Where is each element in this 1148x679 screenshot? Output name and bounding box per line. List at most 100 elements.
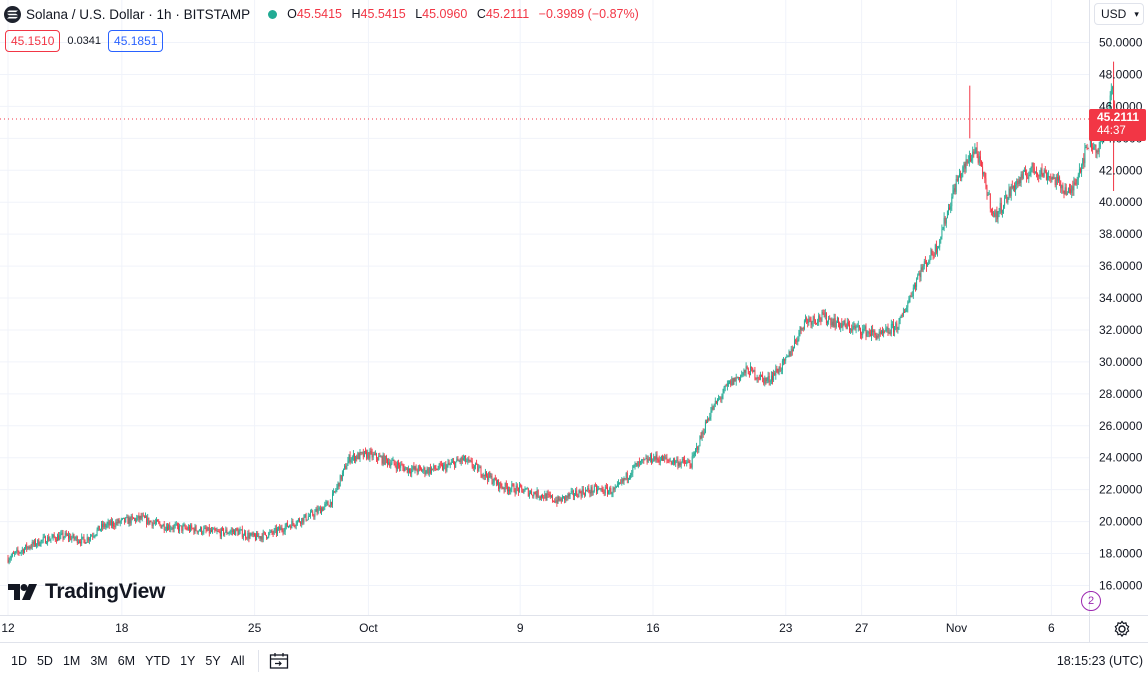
solana-icon	[4, 5, 21, 23]
candle-body	[425, 472, 427, 474]
range-1y-button[interactable]: 1Y	[180, 654, 196, 668]
sell-price-button[interactable]: 45.1510	[5, 30, 61, 52]
candle-body	[911, 295, 913, 297]
candle-body	[913, 284, 915, 288]
candle-body	[460, 457, 462, 462]
candle-body	[334, 491, 336, 493]
candle-body	[622, 479, 624, 482]
range-1m-button[interactable]: 1M	[62, 654, 81, 668]
candle-body	[762, 375, 764, 378]
candle-body	[954, 188, 956, 192]
price-chart[interactable]: 16.0000 18.0000 20.0000 22.0000 24.0000 26.00…	[0, 0, 1148, 642]
candle-body	[1075, 183, 1077, 185]
candle-body	[559, 498, 561, 501]
candle-body	[87, 537, 89, 541]
buy-price-button[interactable]: 45.1851	[108, 30, 164, 52]
candle-body	[370, 450, 372, 452]
candle-body	[995, 211, 997, 217]
range-3m-button[interactable]: 3M	[90, 654, 108, 668]
candle-body	[788, 351, 790, 357]
candle-body	[934, 244, 936, 256]
candle-body	[260, 536, 262, 539]
candle-body	[583, 493, 585, 496]
change-value: −0.3989 (−0.87%)	[538, 7, 639, 21]
candle-body	[850, 328, 852, 330]
candle-body	[480, 467, 482, 476]
range-all-button[interactable]: All	[230, 654, 245, 668]
candle-body	[712, 407, 714, 410]
candle-body	[150, 520, 152, 523]
candle-body	[220, 528, 222, 537]
candle-body	[926, 262, 927, 267]
x-tick-label: 9	[517, 621, 524, 635]
candle-body	[499, 482, 501, 489]
candle-body	[723, 387, 725, 394]
candle-body	[50, 538, 52, 540]
candle-body	[524, 489, 526, 492]
candle-body	[971, 158, 973, 162]
candle-body	[241, 529, 243, 538]
candle-body	[537, 490, 539, 498]
y-tick-label: 16.0000	[1099, 579, 1143, 593]
symbol-title[interactable]: Solana / U.S. Dollar · 1h · BITSTAMP	[26, 6, 251, 22]
candle-body	[374, 453, 376, 455]
gear-icon[interactable]	[1113, 620, 1131, 638]
candle-body	[156, 519, 157, 523]
candle-body	[283, 531, 285, 533]
candle-body	[556, 500, 558, 504]
range-5d-button[interactable]: 5D	[36, 654, 53, 668]
candle-body	[743, 370, 745, 373]
candle-body	[426, 468, 428, 473]
candle-body	[532, 494, 534, 497]
candle-body	[1034, 171, 1036, 174]
candle-body	[646, 458, 648, 463]
candle-body	[1083, 158, 1085, 164]
candle-body	[239, 530, 241, 532]
candle-body	[932, 254, 934, 256]
candle-body	[296, 520, 298, 525]
candle-body	[753, 370, 755, 372]
goto-date-button[interactable]	[265, 648, 293, 674]
candle-body	[255, 536, 256, 540]
candle-body	[382, 454, 384, 464]
candle-body	[1066, 192, 1068, 195]
candle-body	[574, 495, 575, 497]
candle-body	[873, 330, 875, 333]
candle-body	[329, 501, 331, 507]
candle-body	[65, 532, 67, 536]
candle-body	[367, 452, 369, 459]
candle-body	[938, 247, 940, 249]
currency-select[interactable]: USD ▾	[1094, 3, 1144, 25]
candle-body	[564, 496, 566, 501]
range-5y-button[interactable]: 5Y	[205, 654, 221, 668]
candle-body	[20, 551, 22, 553]
tradingview-logo[interactable]: TradingView	[8, 580, 165, 604]
candle-body	[510, 488, 512, 492]
candle-body	[396, 462, 398, 470]
events-badge[interactable]: 2	[1081, 591, 1101, 611]
candle-body	[1056, 176, 1058, 181]
candle-body	[316, 509, 318, 513]
candle-body	[410, 471, 412, 474]
candle-body	[1099, 140, 1101, 148]
candle-body	[634, 464, 636, 466]
candle-body	[203, 528, 205, 533]
candle-body	[407, 468, 409, 473]
candle-body	[33, 540, 35, 545]
utc-clock[interactable]: 18:15:23 (UTC)	[1056, 654, 1143, 668]
range-6m-button[interactable]: 6M	[117, 654, 136, 668]
candle-body	[877, 336, 879, 338]
range-1d-button[interactable]: 1D	[11, 654, 27, 668]
candle-body	[273, 529, 275, 534]
x-tick-label: 16	[646, 621, 660, 635]
candle-body	[456, 458, 458, 462]
candle-body	[16, 549, 18, 552]
candle-body	[64, 532, 66, 537]
candle-body	[681, 458, 683, 463]
candle-body	[794, 340, 795, 348]
range-ytd-button[interactable]: YTD	[145, 654, 171, 668]
candle-body	[1086, 147, 1088, 149]
candle-body	[289, 525, 291, 527]
y-tick-label: 32.0000	[1099, 323, 1143, 337]
candle-body	[538, 497, 540, 498]
